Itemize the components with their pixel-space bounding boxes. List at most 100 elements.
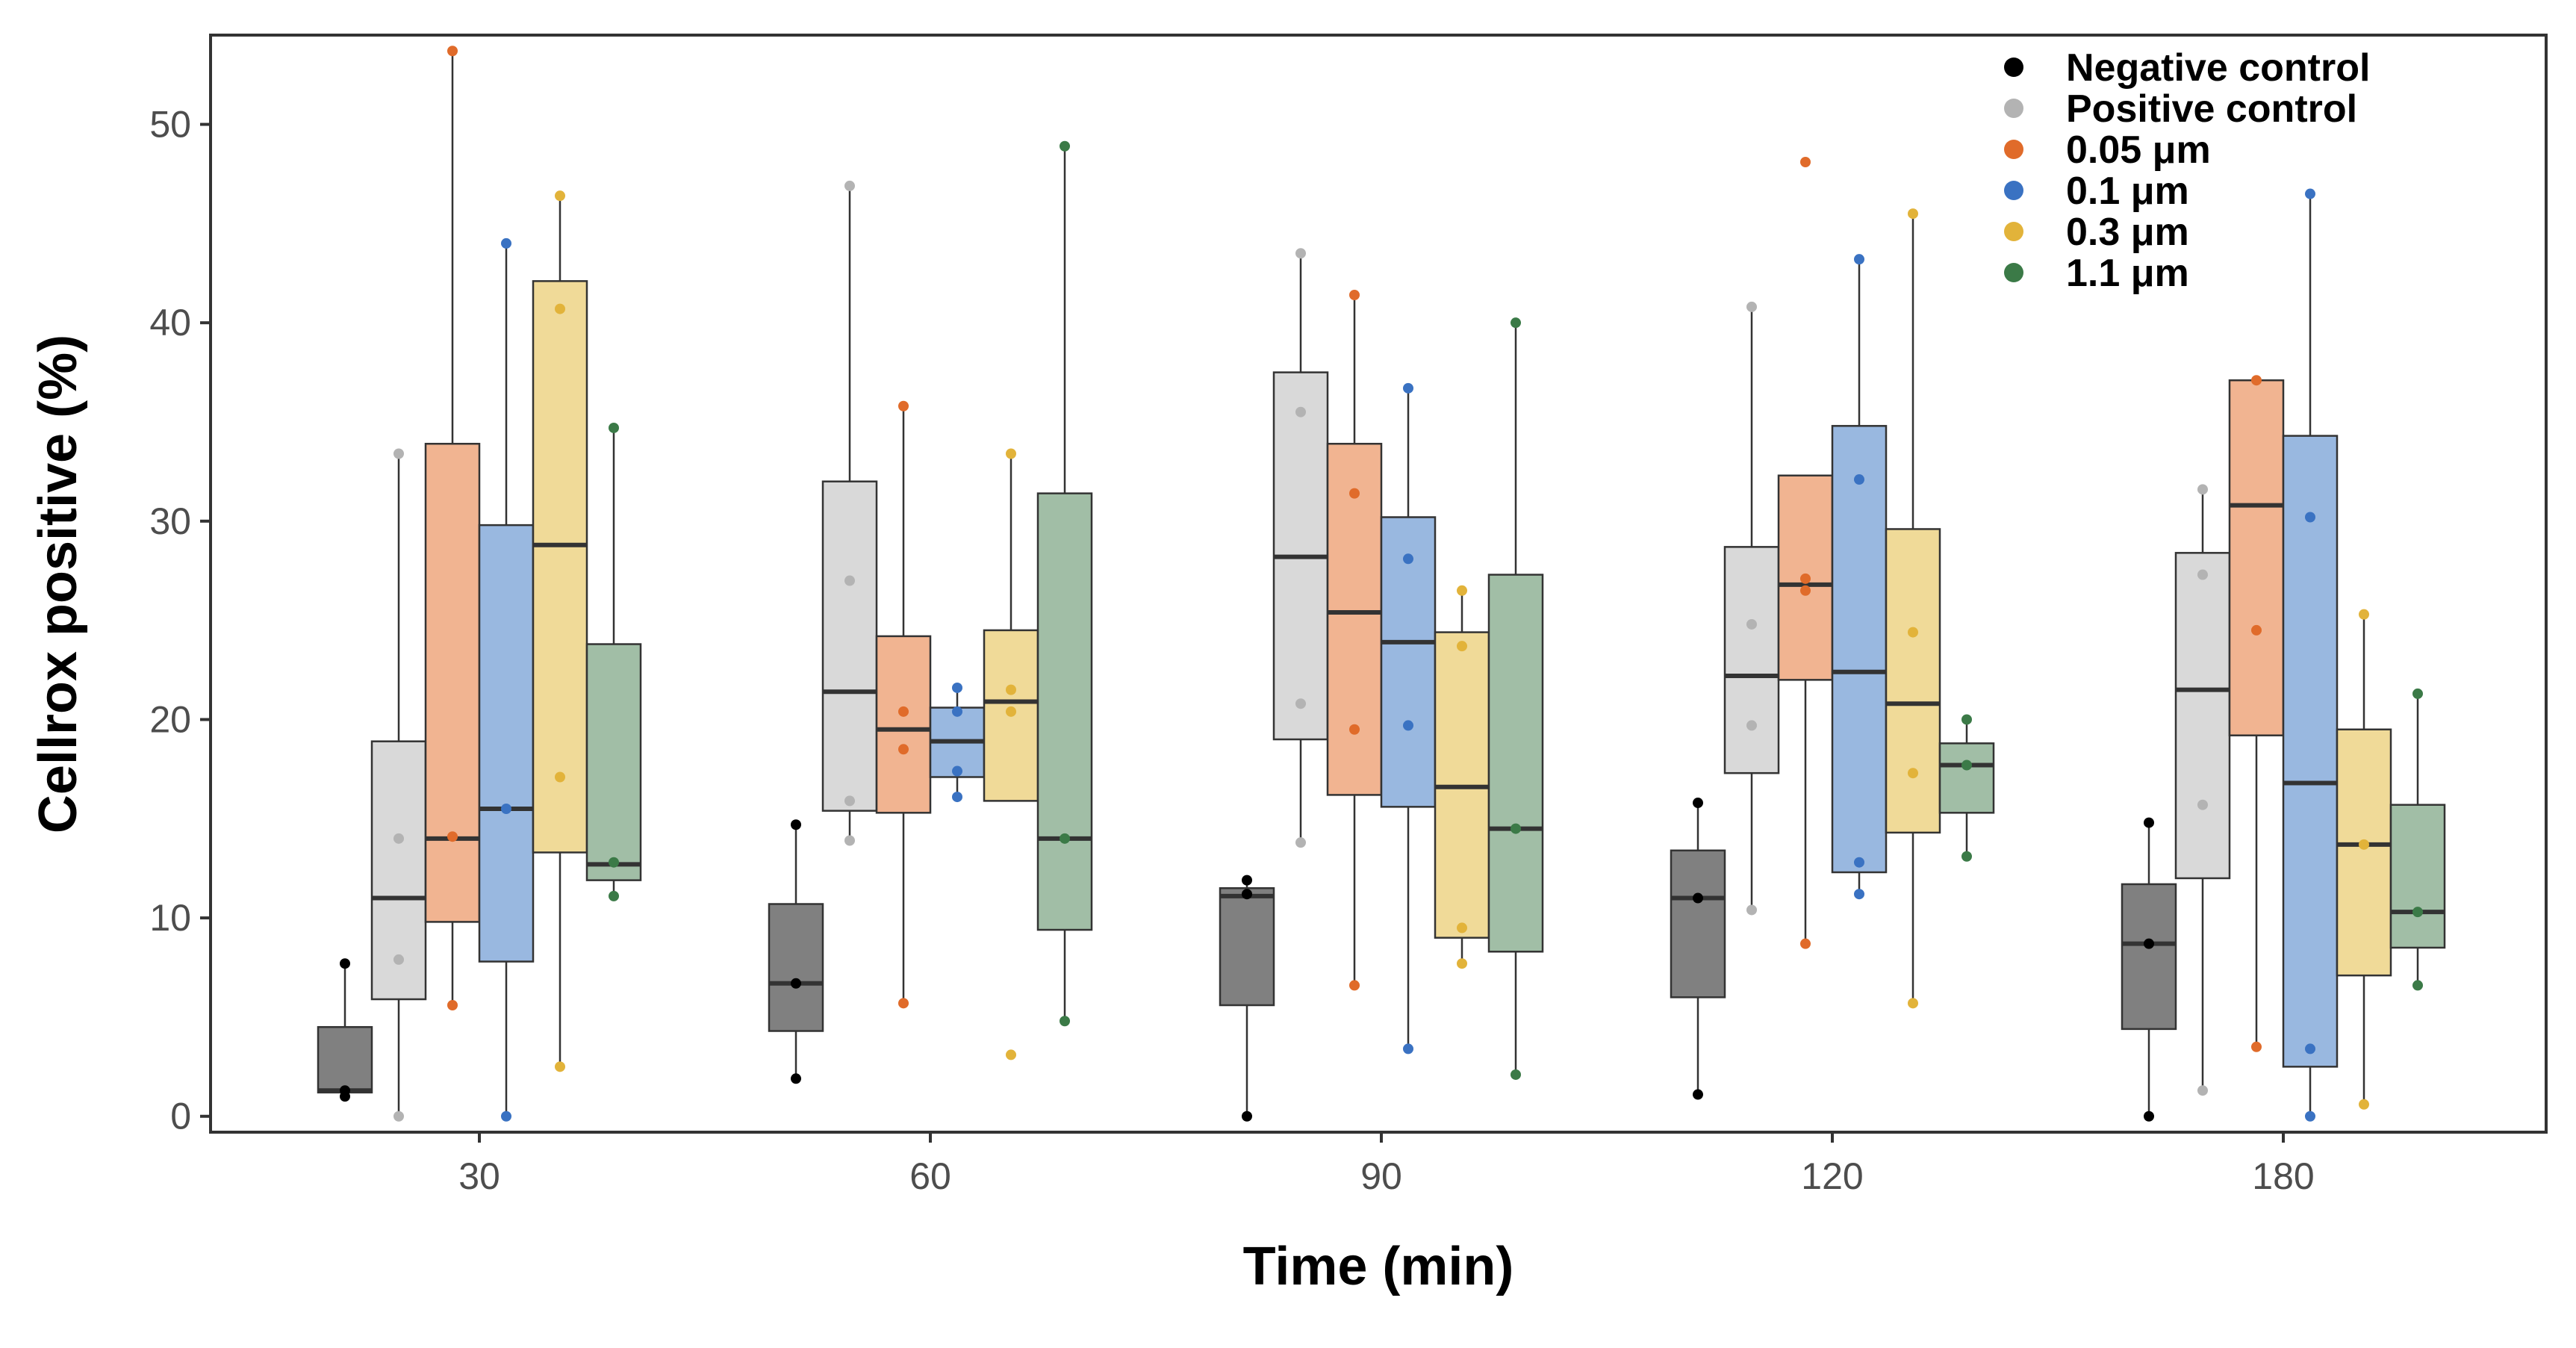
data-point bbox=[1693, 1089, 1703, 1100]
box bbox=[1487, 574, 1544, 953]
data-point bbox=[1060, 1016, 1070, 1027]
box bbox=[424, 442, 481, 923]
box bbox=[1036, 492, 1093, 931]
data-point bbox=[1693, 892, 1703, 904]
data-point bbox=[1746, 720, 1757, 731]
data-point bbox=[952, 792, 962, 803]
legend-label: Negative control bbox=[2066, 46, 2370, 90]
data-point bbox=[1746, 904, 1757, 916]
box bbox=[317, 1025, 373, 1094]
data-point bbox=[2412, 980, 2423, 991]
data-point bbox=[1403, 1043, 1413, 1055]
box-group bbox=[370, 448, 427, 1122]
data-point bbox=[1457, 958, 1467, 969]
data-point bbox=[501, 237, 511, 249]
x-axis-title: Time (min) bbox=[1243, 1237, 1514, 1296]
y-tick-label: 30 bbox=[149, 500, 191, 542]
data-point bbox=[898, 706, 909, 717]
x-tick-label: 90 bbox=[1360, 1155, 1402, 1197]
box bbox=[1831, 425, 1888, 874]
data-point bbox=[2251, 1041, 2262, 1052]
x-tick-label: 60 bbox=[909, 1155, 951, 1197]
box-group bbox=[2121, 817, 2177, 1122]
box-group bbox=[2336, 609, 2392, 1110]
y-tick-label: 40 bbox=[149, 302, 191, 344]
box-group bbox=[1831, 254, 1888, 900]
data-point bbox=[1908, 208, 1918, 220]
box-group bbox=[1885, 208, 1941, 1009]
box bbox=[1326, 442, 1383, 796]
data-point bbox=[393, 448, 404, 459]
box-group bbox=[585, 422, 642, 901]
box-group bbox=[1326, 289, 1383, 991]
data-point bbox=[2197, 1085, 2208, 1096]
data-point bbox=[1908, 768, 1918, 779]
data-point bbox=[1349, 488, 1360, 499]
data-point bbox=[1060, 833, 1070, 844]
data-point bbox=[1242, 1111, 1252, 1122]
box bbox=[1938, 742, 1995, 814]
data-point bbox=[2359, 1099, 2369, 1110]
data-point bbox=[898, 744, 909, 755]
box bbox=[1670, 849, 1726, 998]
data-point bbox=[1006, 448, 1016, 459]
x-tick-label: 120 bbox=[1801, 1155, 1863, 1197]
data-point bbox=[1457, 922, 1467, 934]
data-point bbox=[1854, 254, 1864, 265]
data-point bbox=[2359, 839, 2369, 850]
data-point bbox=[2144, 938, 2154, 949]
data-point bbox=[555, 1061, 565, 1072]
y-axis-title: Cellrox positive (%) bbox=[28, 335, 88, 833]
box bbox=[2121, 883, 2177, 1031]
box-group bbox=[1723, 301, 1780, 916]
data-point bbox=[1242, 889, 1252, 900]
data-point bbox=[1961, 714, 1972, 725]
box-group bbox=[2389, 688, 2446, 991]
data-point bbox=[555, 190, 565, 202]
data-point bbox=[1349, 724, 1360, 735]
data-point bbox=[1800, 157, 1811, 168]
box-group bbox=[1487, 317, 1544, 1080]
box bbox=[2336, 728, 2392, 977]
data-point bbox=[1457, 641, 1467, 652]
box bbox=[768, 903, 824, 1032]
data-point bbox=[844, 835, 855, 846]
data-point bbox=[844, 575, 855, 586]
box bbox=[1723, 546, 1780, 774]
legend-label: 0.3 μm bbox=[2066, 211, 2189, 254]
legend-label: 1.1 μm bbox=[2066, 252, 2189, 295]
data-point bbox=[791, 1073, 801, 1084]
legend-label: 0.1 μm bbox=[2066, 170, 2189, 213]
y-tick-label: 50 bbox=[149, 104, 191, 146]
box bbox=[532, 280, 588, 854]
data-point bbox=[393, 833, 404, 844]
box bbox=[1219, 887, 1275, 1007]
legend-key bbox=[2004, 99, 2023, 118]
data-point bbox=[2197, 484, 2208, 495]
legend-key bbox=[2004, 263, 2023, 282]
data-point bbox=[1511, 1069, 1521, 1080]
box-group bbox=[875, 400, 932, 1009]
data-point bbox=[1006, 684, 1016, 695]
box-group bbox=[768, 819, 824, 1084]
box bbox=[585, 643, 642, 881]
box bbox=[875, 635, 932, 814]
data-point bbox=[2197, 799, 2208, 810]
data-point bbox=[791, 819, 801, 830]
data-point bbox=[791, 978, 801, 989]
boxes-layer bbox=[317, 46, 2446, 1122]
data-point bbox=[447, 46, 458, 57]
data-point bbox=[898, 400, 909, 411]
data-point bbox=[1511, 317, 1521, 329]
box-group bbox=[1219, 875, 1275, 1122]
data-point bbox=[501, 804, 511, 815]
box-group bbox=[532, 190, 588, 1072]
box bbox=[478, 524, 535, 963]
data-point bbox=[1961, 851, 1972, 862]
box-group bbox=[1777, 157, 1834, 949]
data-point bbox=[1242, 875, 1252, 886]
data-point bbox=[2305, 512, 2315, 523]
data-point bbox=[501, 1111, 511, 1122]
legend-key bbox=[2004, 181, 2023, 200]
